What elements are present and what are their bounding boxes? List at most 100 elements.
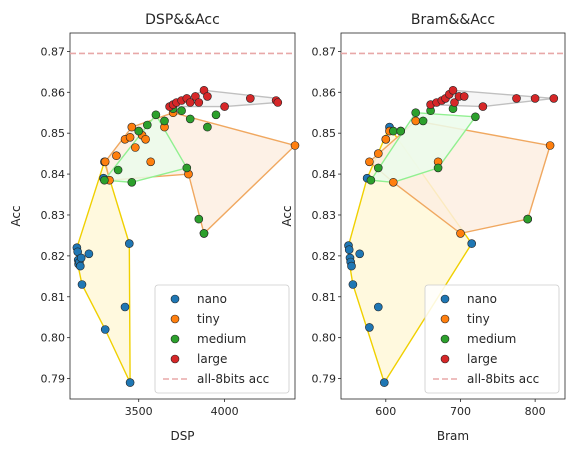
bram-legend-label: nano: [467, 292, 497, 306]
bram-nano-point: [344, 245, 354, 254]
dsp-legend-label: nano: [197, 292, 227, 306]
dsp-legend-medium-swatch: [170, 334, 180, 344]
bram-nano-point: [365, 323, 374, 332]
bram-large-point: [530, 94, 540, 103]
dsp-y-tick-label: 0.86: [41, 86, 66, 99]
dsp-medium-point: [194, 214, 204, 224]
bram-tiny-point: [388, 178, 398, 187]
dsp-legend-label: large: [197, 352, 227, 366]
bram-legend-label: tiny: [467, 312, 490, 326]
dsp-x-axis-label: DSP: [170, 429, 194, 443]
dsp-y-tick-label: 0.82: [41, 250, 66, 263]
dsp-nano-point: [76, 261, 85, 271]
dsp-medium-point: [127, 178, 137, 187]
dsp-tiny-point: [146, 157, 155, 167]
dsp-large-point: [185, 98, 195, 107]
dsp-acc-subplot: 0.79 0.80 0.81 0.82 0.83 0.84 0.85 0.86 0.87 350…: [9, 12, 300, 443]
bram-tiny-point: [365, 157, 374, 167]
dsp-medium-point: [134, 126, 143, 136]
bram-tiny-point: [456, 229, 465, 238]
dsp-y-tick-label: 0.83: [41, 209, 66, 222]
bram-x-tick-label: 800: [525, 405, 546, 418]
dsp-tiny-point: [127, 122, 137, 132]
bram-y-tick-label: 0.81: [312, 291, 337, 304]
bram-medium-point: [433, 163, 443, 173]
dsp-legend-label: all-8bits acc: [197, 372, 269, 386]
dsp-nano-point: [120, 302, 130, 312]
dsp-tiny-point: [290, 141, 300, 150]
dsp-tiny-point: [100, 157, 110, 167]
bram-medium-point: [411, 108, 421, 117]
bram-x-tick-label: 600: [375, 405, 396, 418]
bram-chart-title: Bram&&Acc: [411, 12, 495, 28]
dsp-large-point: [194, 98, 204, 107]
bram-legend-medium-swatch: [440, 334, 450, 344]
bram-y-tick-label: 0.87: [312, 45, 337, 58]
dsp-y-tick-label: 0.87: [41, 45, 66, 58]
dsp-nano-point: [125, 239, 134, 248]
bram-medium-point: [396, 126, 406, 136]
dsp-nano-point: [84, 249, 94, 259]
dsp-medium-point: [211, 110, 221, 120]
bram-y-tick-label: 0.85: [312, 127, 337, 140]
dsp-chart-title: DSP&&Acc: [145, 12, 220, 28]
dsp-nano-point: [125, 378, 135, 387]
bram-y-tick-label: 0.80: [312, 332, 337, 345]
dsp-medium-point: [199, 229, 209, 238]
dsp-legend-tiny-swatch: [170, 314, 180, 324]
dsp-medium-point: [185, 114, 195, 124]
dsp-x-tick-label: 3500: [125, 405, 153, 418]
bram-y-tick-label: 0.83: [312, 209, 337, 222]
bram-y-tick-label: 0.82: [312, 250, 337, 263]
bram-large-point: [549, 94, 559, 103]
dsp-legend-box: [154, 284, 290, 394]
dsp-nano-point: [100, 325, 110, 334]
bram-x-axis-label: Bram: [437, 429, 469, 443]
dsp-large-point: [246, 94, 255, 103]
bram-nano-point: [379, 378, 389, 387]
bram-tiny-point: [373, 149, 383, 158]
dsp-medium-point: [113, 165, 123, 175]
bram-acc-subplot: 0.79 0.80 0.81 0.82 0.83 0.84 0.85 0.86 0.87 600…: [280, 12, 566, 443]
dsp-y-axis-label: Acc: [9, 205, 23, 226]
dsp-medium-point: [203, 122, 212, 132]
bram-large-point: [478, 102, 488, 111]
bram-medium-point: [373, 163, 383, 173]
bram-legend-tiny-swatch: [440, 314, 450, 324]
dsp-medium-point: [143, 120, 152, 130]
bram-legend-label: medium: [467, 332, 516, 346]
bram-medium-point: [471, 112, 480, 122]
bram-large-point: [450, 98, 459, 107]
bram-nano-point: [348, 280, 358, 289]
dsp-medium-point: [182, 163, 192, 173]
bram-medium-point: [366, 175, 376, 185]
dsp-y-tick-label: 0.85: [41, 127, 66, 140]
dsp-y-tick-label: 0.80: [41, 332, 66, 345]
bram-medium-point: [418, 116, 428, 126]
bram-large-point: [459, 92, 469, 101]
dsp-legend-nano-swatch: [170, 294, 180, 304]
dsp-legend-label: medium: [197, 332, 246, 346]
dsp-large-point: [273, 98, 283, 107]
dsp-tiny-point: [141, 135, 150, 144]
dsp-tiny-point: [112, 151, 121, 160]
dsp-medium-point: [151, 110, 161, 120]
bram-legend-nano-swatch: [440, 294, 450, 304]
bram-legend-box: [424, 284, 560, 394]
bram-y-tick-label: 0.86: [312, 86, 337, 99]
bram-nano-point: [347, 261, 356, 271]
dsp-y-tick-label: 0.79: [41, 373, 66, 386]
dsp-y-tick-label: 0.81: [41, 291, 66, 304]
dsp-medium-point: [177, 106, 186, 115]
dsp-x-tick-label: 4000: [211, 405, 239, 418]
bram-medium-point: [523, 214, 533, 224]
bram-nano-point: [355, 249, 365, 259]
dsp-legend-label: tiny: [197, 312, 220, 326]
dsp-medium-point: [160, 116, 169, 126]
bram-y-tick-label: 0.79: [312, 373, 337, 386]
bram-legend-label: all-8bits acc: [467, 372, 539, 386]
bram-y-tick-label: 0.84: [312, 168, 337, 181]
bram-medium-point: [388, 126, 398, 136]
bram-tiny-point: [381, 135, 391, 144]
